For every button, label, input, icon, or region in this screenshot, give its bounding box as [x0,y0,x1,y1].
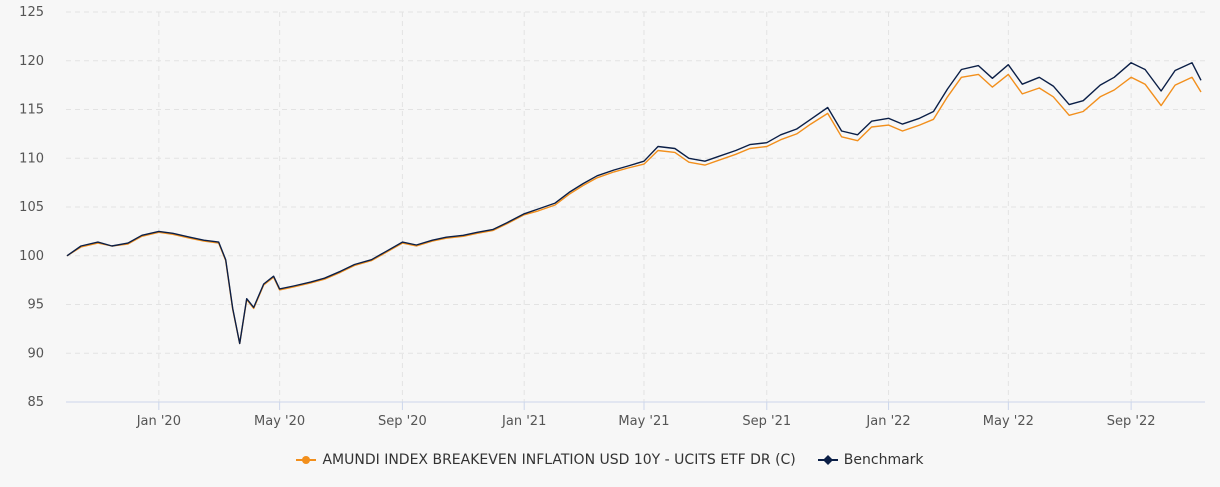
x-tick-label: Jan '22 [865,414,910,429]
x-tick-label: Sep '20 [378,414,427,429]
grid [66,11,1205,403]
orange-circle-marker-icon [296,456,317,464]
x-tick-label: May '21 [618,414,669,429]
legend-item-benchmark[interactable]: Benchmark [817,452,924,468]
y-tick-label: 120 [19,54,44,69]
y-tick-label: 110 [19,151,44,166]
x-tick-label: Jan '20 [136,414,181,429]
navy-diamond-marker-icon [817,455,838,465]
x-tick-label: May '20 [254,414,305,429]
y-tick-label: 85 [27,395,44,410]
y-tick-label: 125 [19,5,44,20]
y-tick-label: 115 [19,103,44,118]
line-chart: 85 90 95 100 105 110 115 120 125 Jan '20 May '20 Se… [19,5,1205,429]
x-tick-label: Sep '22 [1107,414,1156,429]
legend: AMUNDI INDEX BREAKEVEN INFLATION USD 10Y… [0,452,1220,468]
benchmark-series-line [66,62,1202,345]
fund-series-line [66,73,1202,345]
y-tick-label: 90 [27,346,44,361]
axes: 85 90 95 100 105 110 115 120 125 Jan '20 May '20 Se… [19,5,1205,429]
x-tick-label: May '22 [983,414,1034,429]
legend-label-benchmark: Benchmark [843,452,924,468]
y-tick-label: 105 [19,200,44,215]
x-tick-label: Jan '21 [501,414,546,429]
legend-item-fund[interactable]: AMUNDI INDEX BREAKEVEN INFLATION USD 10Y… [296,452,796,468]
legend-label-fund: AMUNDI INDEX BREAKEVEN INFLATION USD 10Y… [322,452,796,468]
series-lines [66,62,1202,345]
x-tick-label: Sep '21 [742,414,791,429]
y-tick-label: 95 [27,298,44,313]
y-tick-label: 100 [19,249,44,264]
